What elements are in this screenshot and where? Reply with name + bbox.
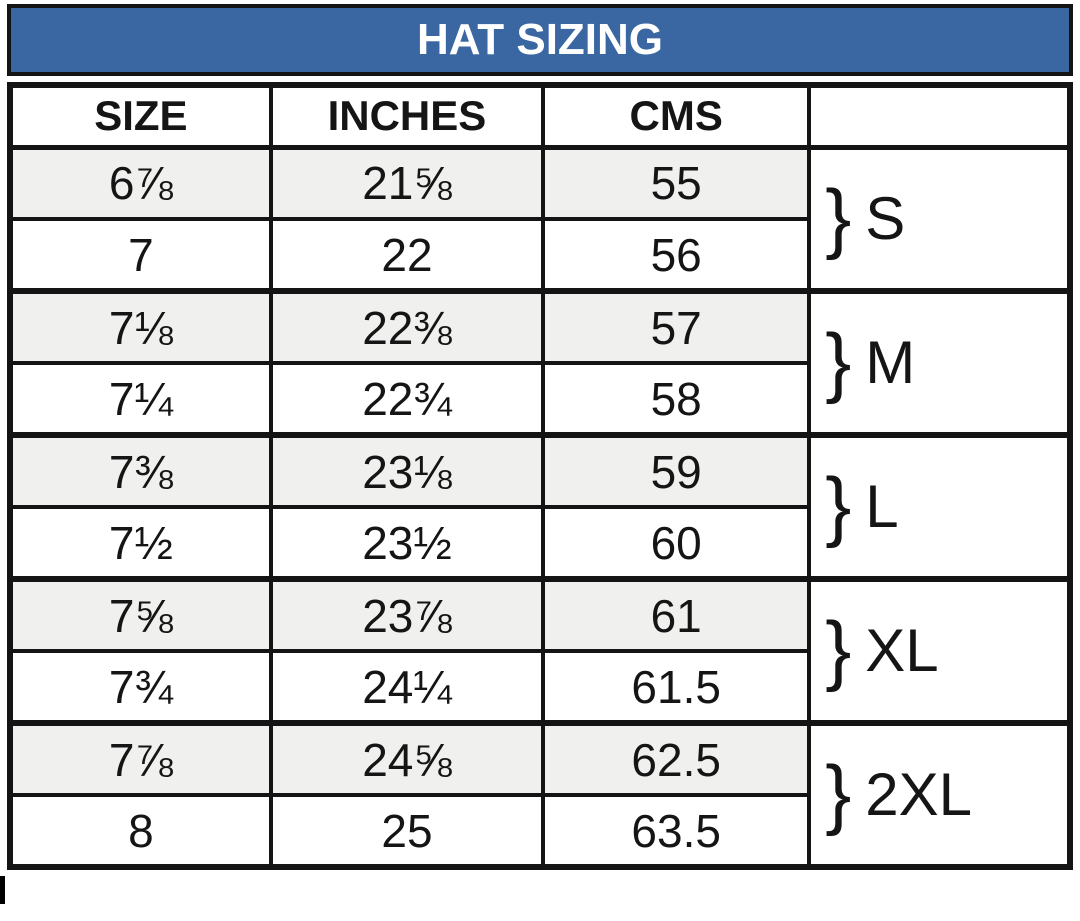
cms-cell: 62.5 [541, 723, 812, 797]
column-header-inches: INCHES [268, 82, 546, 150]
table-row: 7⅞ 24⅝ 62.5} 2XL [8, 723, 1072, 870]
brace-icon: } [825, 172, 852, 261]
size-cell: 7⅛ [8, 291, 273, 365]
column-header-group [807, 82, 1072, 150]
brace-icon: } [825, 749, 852, 837]
group-label: M [865, 329, 916, 396]
column-header-cms: CMS [541, 82, 812, 150]
inches-cell: 23⅞ [268, 579, 546, 653]
size-cell: 7½ [8, 507, 273, 582]
size-cell: 8 [8, 795, 273, 870]
cms-cell: 61 [541, 579, 812, 653]
title-bar: HAT SIZING [7, 4, 1073, 76]
group-label: L [865, 473, 899, 540]
table-row: 7⅛ 22⅜ 57} M [8, 291, 1072, 438]
size-cell: 7⅞ [8, 723, 273, 797]
group-inner: } M [825, 317, 1066, 405]
group-inner: } S [825, 172, 1066, 261]
table-row: 7¼ 22¾ 58 [8, 363, 1070, 438]
inches-cell: 23½ [268, 507, 546, 582]
brace-icon: } [825, 317, 852, 405]
cms-cell: 58 [541, 363, 812, 438]
size-cell: 7 [8, 219, 273, 294]
cms-cell: 56 [541, 219, 812, 294]
inches-cell: 24¼ [268, 651, 546, 726]
inches-cell: 25 [268, 795, 546, 870]
group-inner: } L [825, 461, 1066, 549]
group-inner: } 2XL [825, 749, 1066, 837]
brace-icon: } [825, 605, 852, 693]
inches-cell: 22¾ [268, 363, 546, 438]
table-row: 7¾ 24¼ 61.5 [8, 651, 1070, 726]
size-table: SIZE INCHES CMS 6⅞ 21⅝ 55} S 7 22 56 7⅛ 22⅜ 57} M 7¼ 2… [7, 82, 1073, 870]
group-cell: } XL [807, 579, 1072, 726]
table-row: 6⅞ 21⅝ 55} S [8, 147, 1072, 294]
group-cell: } 2XL [807, 723, 1072, 870]
cms-cell: 61.5 [541, 651, 812, 726]
table-row: 7⅜ 23⅛ 59} L [8, 435, 1072, 582]
group-cell: } L [807, 435, 1072, 582]
group-inner: } XL [825, 605, 1066, 693]
group-label: XL [865, 617, 939, 684]
group-label: S [865, 184, 906, 252]
table-row: 8 25 63.5 [8, 795, 1070, 870]
scan-artifact-mark [0, 876, 5, 904]
table-header: SIZE INCHES CMS [8, 82, 1072, 150]
cms-cell: 55 [541, 147, 812, 221]
group-label: 2XL [865, 761, 973, 828]
size-cell: 7⅜ [8, 435, 273, 509]
table-body: 6⅞ 21⅝ 55} S 7 22 56 7⅛ 22⅜ 57} M 7¼ 22¾ 58 7⅜ 23⅛ 59} L 7… [8, 147, 1072, 870]
inches-cell: 24⅝ [268, 723, 546, 797]
cms-cell: 59 [541, 435, 812, 509]
size-cell: 7¼ [8, 363, 273, 438]
brace-icon: } [825, 461, 852, 549]
size-cell: 7⅝ [8, 579, 273, 653]
inches-cell: 22 [268, 219, 546, 294]
inches-cell: 22⅜ [268, 291, 546, 365]
table-row: 7½ 23½ 60 [8, 507, 1070, 582]
inches-cell: 21⅝ [268, 147, 546, 221]
size-cell: 6⅞ [8, 147, 273, 221]
table-row: 7 22 56 [8, 219, 1070, 294]
group-cell: } S [807, 147, 1072, 294]
cms-cell: 57 [541, 291, 812, 365]
size-cell: 7¾ [8, 651, 273, 726]
column-header-size: SIZE [8, 82, 273, 150]
group-cell: } M [807, 291, 1072, 438]
inches-cell: 23⅛ [268, 435, 546, 509]
table-row: 7⅝ 23⅞ 61} XL [8, 579, 1072, 726]
cms-cell: 63.5 [541, 795, 812, 870]
cms-cell: 60 [541, 507, 812, 582]
page-title: HAT SIZING [416, 15, 664, 64]
header-row: SIZE INCHES CMS [8, 82, 1072, 150]
